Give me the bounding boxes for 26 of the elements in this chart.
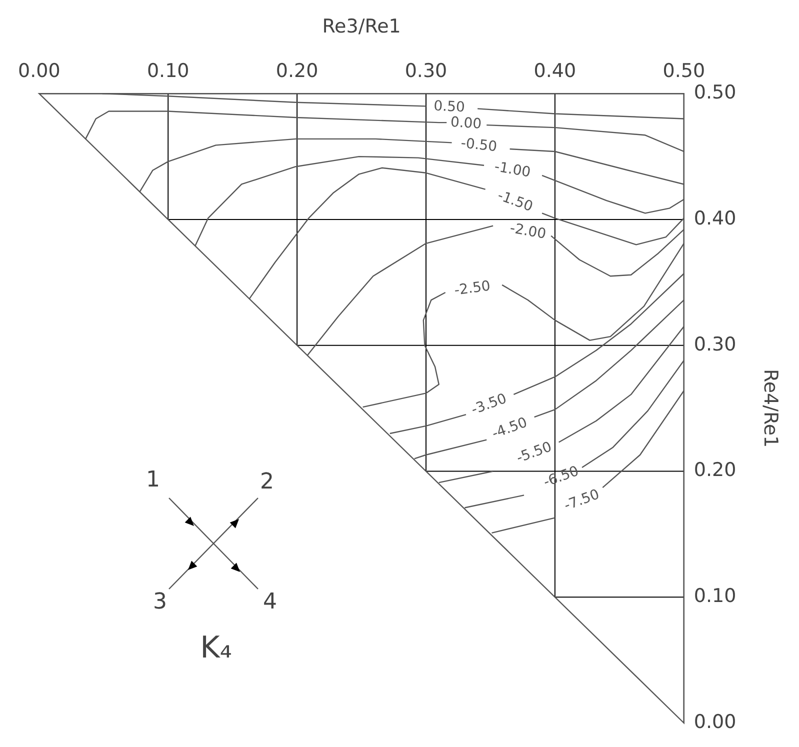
text: -2.50 (453, 278, 492, 299)
annotation: 3 (153, 590, 167, 614)
y-tick-label: 0.40 (694, 207, 736, 230)
series-label: 0.50 (433, 98, 466, 116)
x-tick-label: 0.30 (404, 60, 448, 82)
annotation: 1 (146, 468, 160, 492)
x-tick-label: 0.10 (146, 60, 190, 82)
text: -1.50 (495, 188, 535, 216)
x-tick-label: 0.40 (534, 60, 576, 82)
x-tick-label: 0.00 (18, 60, 60, 82)
annotation: 2 (260, 470, 274, 494)
text: -0.50 (460, 135, 498, 156)
y-tick-label: 0.30 (694, 333, 736, 356)
y-tick-label: 0.00 (694, 710, 736, 733)
text: -1.00 (493, 158, 532, 181)
series-label: 0.00 (450, 114, 482, 132)
y-tick-label: 0.20 (694, 459, 736, 482)
y-tick-label: 0.50 (694, 82, 736, 104)
y-axis-title: Re4/Re1 (760, 368, 782, 448)
text: -2.00 (508, 220, 548, 242)
annotation: K₄ (200, 630, 232, 666)
x-tick-label: 0.50 (662, 60, 706, 82)
annotation: 4 (263, 590, 277, 614)
y-tick-label: 0.10 (694, 585, 736, 608)
x-tick-label: 0.20 (276, 60, 318, 82)
x-axis-title: Re3/Re1 (322, 15, 401, 38)
